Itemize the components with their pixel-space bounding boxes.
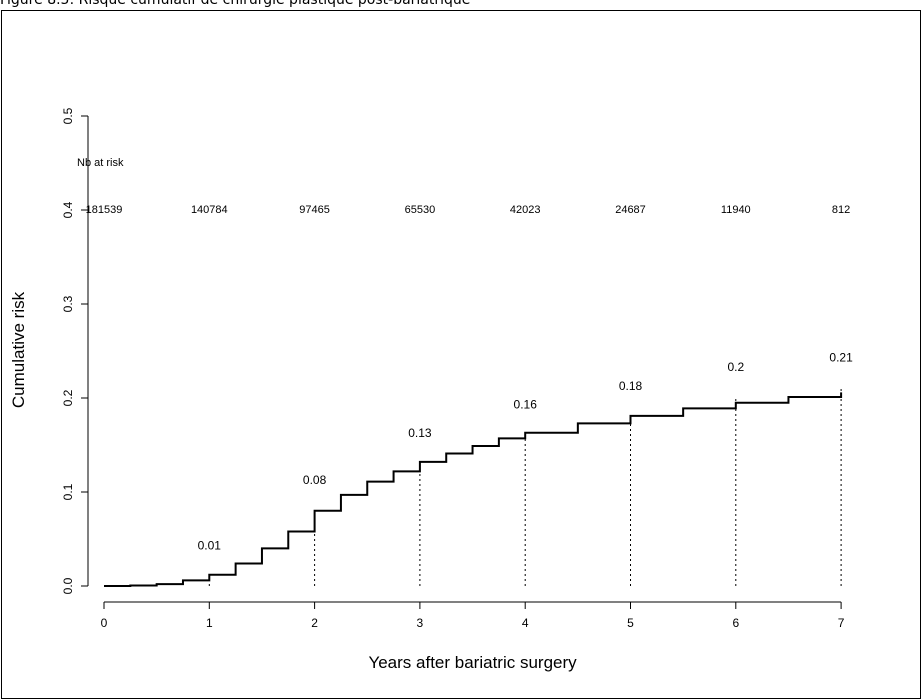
- risk-value-label: 0.01: [198, 539, 222, 553]
- cumulative-risk-step-line: [104, 392, 843, 587]
- at-risk-heading: Nb at risk: [77, 157, 124, 169]
- risk-value-label: 0.13: [408, 426, 432, 440]
- risk-value-label: 0.16: [514, 398, 538, 412]
- risk-value-label: 0.18: [619, 379, 643, 393]
- at-risk-count: 65530: [405, 204, 436, 216]
- y-tick-label: 0.2: [61, 389, 75, 406]
- risk-value-label: 0.2: [727, 360, 744, 374]
- at-risk-count: 42023: [510, 204, 541, 216]
- y-tick-label: 0.3: [61, 295, 75, 312]
- x-tick-label: 3: [417, 616, 424, 630]
- risk-value-label: 0.08: [303, 473, 327, 487]
- y-tick-label: 0.5: [61, 107, 75, 124]
- y-tick-label: 0.4: [61, 201, 75, 218]
- at-risk-count: 24687: [615, 204, 646, 216]
- x-tick-label: 5: [627, 616, 634, 630]
- x-tick-label: 2: [311, 616, 318, 630]
- x-axis-title: Years after bariatric surgery: [368, 653, 577, 672]
- y-axis-title: Cumulative risk: [9, 291, 28, 408]
- x-tick-label: 1: [206, 616, 213, 630]
- at-risk-count: 11940: [721, 204, 751, 216]
- y-tick-label: 0.0: [61, 577, 75, 594]
- at-risk-count: 812: [832, 204, 850, 216]
- figure-title: Figure 8.5: Risque cumulatif de chirurgi…: [0, 0, 471, 8]
- x-tick-label: 6: [732, 616, 739, 630]
- at-risk-count: 140784: [191, 204, 228, 216]
- risk-value-label: 0.21: [829, 351, 853, 365]
- at-risk-count: 97465: [299, 204, 330, 216]
- y-tick-label: 0.1: [61, 483, 75, 500]
- x-tick-label: 7: [838, 616, 845, 630]
- at-risk-count: 181539: [86, 204, 123, 216]
- x-tick-label: 0: [101, 616, 108, 630]
- figure-frame: [1, 10, 921, 699]
- x-tick-label: 4: [522, 616, 529, 630]
